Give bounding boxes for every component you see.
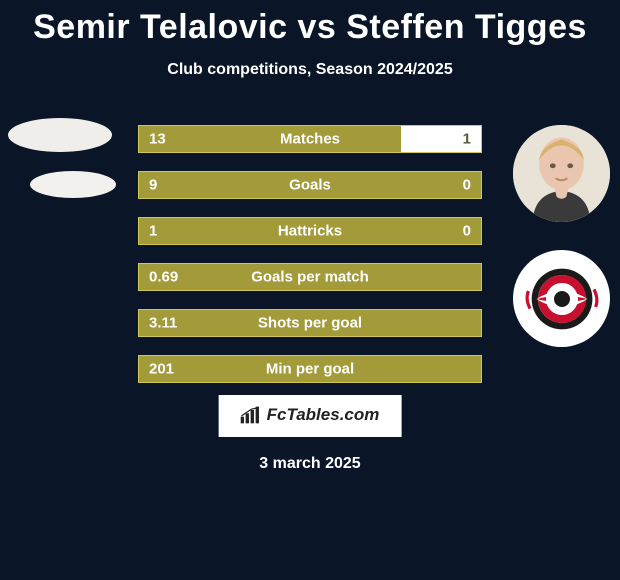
stat-left-value: 1 [149, 223, 157, 240]
stat-row: 13 Matches 1 [138, 125, 482, 153]
stat-left-value: 0.69 [149, 269, 178, 286]
stat-row: 0.69 Goals per match [138, 263, 482, 291]
page-title: Semir Telalovic vs Steffen Tigges [0, 0, 620, 47]
stat-left-value: 13 [149, 131, 166, 148]
stat-bar-track: 9 Goals 0 [138, 171, 482, 199]
player-portrait-icon [513, 125, 610, 222]
stat-label: Goals per match [251, 269, 369, 286]
stats-bars: 13 Matches 1 9 Goals 0 1 Hattricks 0 0.69 Goals pe… [138, 125, 482, 401]
stat-label: Hattricks [278, 223, 342, 240]
ellipse-shape [8, 118, 112, 152]
brand-label: FcTables.com [267, 405, 380, 425]
stat-label: Shots per goal [258, 315, 362, 332]
team-logo [513, 250, 610, 347]
stat-left-value: 9 [149, 177, 157, 194]
stat-left-value: 3.11 [149, 315, 177, 332]
player-avatar [513, 125, 610, 222]
stat-bar-track: 0.69 Goals per match [138, 263, 482, 291]
brand-chart-icon [241, 406, 261, 424]
stat-row: 3.11 Shots per goal [138, 309, 482, 337]
brand-badge: FcTables.com [219, 395, 402, 437]
stat-right-value: 0 [463, 177, 471, 194]
stat-right-value: 1 [463, 131, 471, 148]
stat-left-value: 201 [149, 361, 174, 378]
stat-label: Goals [289, 177, 331, 194]
date-label: 3 march 2025 [259, 455, 360, 473]
stat-bar-track: 1 Hattricks 0 [138, 217, 482, 245]
stat-label: Matches [280, 131, 340, 148]
stat-row: 1 Hattricks 0 [138, 217, 482, 245]
stat-right-value: 0 [463, 223, 471, 240]
stat-label: Min per goal [266, 361, 354, 378]
stat-bar-track: 13 Matches 1 [138, 125, 482, 153]
stat-bar-track: 3.11 Shots per goal [138, 309, 482, 337]
stat-bar-track: 201 Min per goal [138, 355, 482, 383]
hurricane-logo-icon [522, 259, 602, 339]
stat-row: 9 Goals 0 [138, 171, 482, 199]
page-subtitle: Club competitions, Season 2024/2025 [0, 61, 620, 79]
ellipse-shape [30, 171, 116, 198]
stat-row: 201 Min per goal [138, 355, 482, 383]
right-images-group [513, 125, 610, 347]
